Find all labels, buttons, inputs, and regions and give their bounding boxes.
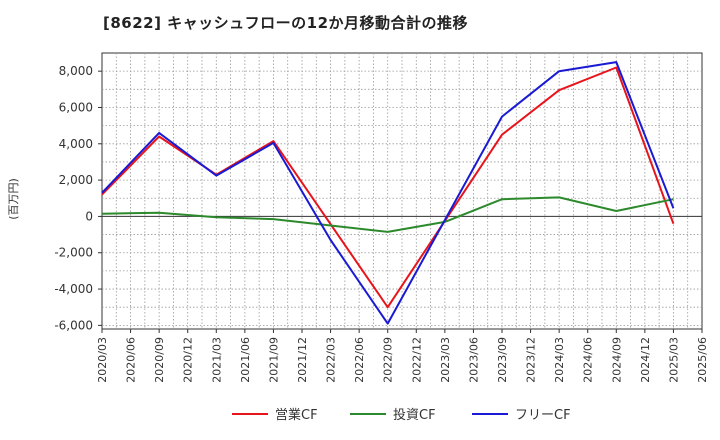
legend-label: 営業CF [275, 407, 318, 423]
legend-label: フリーCF [515, 408, 571, 423]
series-line-営業CF [101, 66, 675, 309]
y-tick-label: -6,000 [54, 318, 93, 332]
x-tick-label: 2025/03 [667, 337, 680, 383]
y-tick-label: 4,000 [59, 137, 93, 151]
legend: 営業CF 投資CF フリーCF [232, 407, 571, 423]
x-tick-label: 2022/03 [325, 337, 338, 383]
x-tick-label: 2021/06 [239, 337, 252, 383]
x-tick-label: 2020/03 [96, 337, 109, 383]
x-tick-label: 2024/03 [553, 337, 566, 383]
series-layer [101, 61, 675, 325]
y-tick-label: 8,000 [59, 64, 93, 78]
y-axis-ticks: -6,000 -4,000 -2,000 0 2,000 4,000 6,000 8,000 [54, 64, 102, 332]
y-axis-label: (百万円) [7, 178, 20, 220]
x-tick-label: 2022/09 [382, 337, 395, 383]
x-tick-label: 2024/06 [582, 337, 595, 383]
x-axis-ticks: 2020/03 2020/06 2020/09 2020/12 2021/03 2021/… [96, 329, 709, 383]
x-tick-label: 2023/03 [439, 337, 452, 383]
x-tick-label: 2021/12 [296, 337, 309, 383]
y-tick-label: 6,000 [59, 100, 93, 114]
x-tick-label: 2023/12 [525, 337, 538, 383]
legend-label: 投資CF [393, 407, 436, 423]
y-tick-label: 2,000 [59, 173, 93, 187]
series-line-フリーCF [101, 61, 675, 325]
x-tick-label: 2024/12 [639, 337, 652, 383]
series-line-投資CF [101, 196, 674, 233]
x-tick-label: 2023/06 [467, 337, 480, 383]
x-tick-label: 2020/09 [153, 337, 166, 383]
y-tick-label: -2,000 [54, 246, 93, 260]
x-tick-label: 2022/06 [353, 337, 366, 383]
x-tick-label: 2021/03 [210, 337, 223, 383]
x-tick-label: 2024/09 [610, 337, 623, 383]
x-tick-label: 2022/12 [410, 337, 423, 383]
y-tick-label: 0 [85, 209, 93, 223]
x-tick-label: 2025/06 [696, 337, 709, 383]
y-tick-label: -4,000 [54, 282, 93, 296]
chart-title: [8622] キャッシュフローの12か月移動合計の推移 [103, 14, 469, 32]
x-tick-label: 2023/09 [496, 337, 509, 383]
grid [102, 53, 702, 329]
x-tick-label: 2020/12 [182, 337, 195, 383]
x-tick-label: 2020/06 [125, 337, 138, 383]
x-tick-label: 2021/09 [267, 337, 280, 383]
